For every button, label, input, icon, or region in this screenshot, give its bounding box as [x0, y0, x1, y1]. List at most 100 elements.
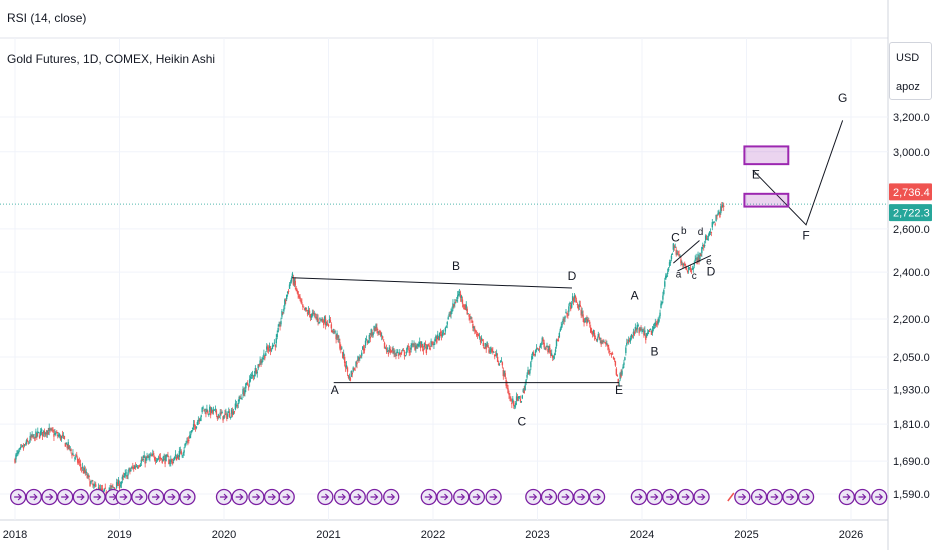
candle-body — [198, 420, 200, 422]
candle-body — [629, 338, 632, 341]
candle-body — [250, 375, 253, 377]
candle-body — [67, 442, 69, 446]
candle-body — [37, 431, 39, 434]
candle-body — [684, 263, 686, 266]
wave-label[interactable]: c — [692, 271, 697, 282]
wave-label[interactable]: C — [671, 231, 680, 245]
wave-label[interactable]: G — [838, 91, 847, 105]
candle-body — [341, 347, 343, 349]
candle-body — [483, 347, 485, 349]
event-marker-arrow-icon — [858, 493, 867, 501]
candle-body — [476, 334, 479, 336]
candle-body — [126, 475, 128, 479]
wave-label[interactable]: d — [698, 227, 704, 238]
wave-label[interactable]: e — [706, 256, 712, 267]
candle-body — [394, 353, 396, 355]
candle-body — [73, 454, 75, 457]
candle-body — [302, 304, 304, 308]
scale-mode-label[interactable]: apoz — [896, 81, 920, 93]
candle-body — [84, 470, 86, 474]
highlighted-event-marker-icon[interactable] — [727, 492, 735, 502]
candle-body — [678, 254, 680, 257]
candle-body — [402, 349, 405, 351]
candle-body — [61, 434, 64, 436]
candle-body — [664, 281, 666, 287]
candle-body — [388, 347, 390, 352]
candle-body — [481, 339, 484, 341]
candle-body — [440, 334, 443, 337]
candle-body — [478, 336, 481, 338]
candle-body — [397, 352, 399, 354]
candle-body — [181, 455, 183, 457]
candle-body — [434, 339, 436, 342]
wave-label[interactable]: C — [517, 415, 526, 429]
candle-body — [51, 428, 53, 430]
target-zone[interactable] — [743, 145, 790, 166]
candle-body — [169, 462, 171, 464]
candle-body — [334, 331, 336, 333]
wave-label[interactable]: D — [568, 269, 577, 283]
target-zone[interactable] — [743, 192, 790, 208]
candle-body — [468, 314, 470, 317]
wave-label[interactable]: E — [752, 167, 760, 181]
wave-label[interactable]: B — [452, 259, 460, 273]
candle-body — [330, 324, 333, 329]
candle-body — [267, 349, 270, 351]
candle-body — [621, 370, 623, 375]
candle-body — [707, 235, 710, 237]
candle-body — [301, 302, 303, 304]
currency-label[interactable]: USD — [896, 52, 920, 64]
x-tick-label: 2021 — [316, 529, 340, 541]
candle-body — [484, 342, 486, 348]
candle-body — [663, 289, 665, 295]
candle-body — [254, 368, 257, 373]
candle-body — [100, 488, 103, 490]
candle-body — [543, 342, 545, 348]
wave-label[interactable]: F — [802, 228, 809, 242]
candle-body — [415, 345, 417, 349]
rsi-indicator-label[interactable]: RSI (14, close) — [7, 11, 87, 25]
candle-body — [379, 330, 381, 332]
wave-label[interactable]: E — [615, 383, 623, 397]
y-tick-label: 1,810.0 — [893, 419, 930, 431]
candle-body — [171, 459, 173, 461]
candle-body — [659, 312, 661, 317]
candle-body — [46, 430, 48, 434]
wave-label[interactable]: B — [651, 345, 659, 359]
wave-label[interactable]: b — [681, 226, 687, 237]
candle-body — [273, 342, 276, 344]
candle-body — [370, 329, 372, 336]
candle-body — [685, 267, 687, 269]
candle-body — [38, 432, 40, 434]
candle-body — [403, 351, 406, 356]
candle-body — [258, 364, 260, 367]
candle-body — [540, 343, 542, 345]
wave-label[interactable]: a — [676, 270, 682, 281]
candle-body — [535, 348, 538, 351]
trend-line[interactable] — [291, 277, 573, 289]
wave-label[interactable]: A — [331, 383, 339, 397]
candle-body — [510, 398, 512, 401]
projection-path[interactable] — [752, 120, 844, 226]
wave-label[interactable]: D — [707, 264, 716, 278]
candle-body — [90, 481, 92, 484]
wave-label[interactable]: A — [631, 289, 639, 303]
triangle-line[interactable] — [673, 240, 700, 264]
candle-body — [137, 466, 140, 468]
triangle-line[interactable] — [677, 255, 712, 272]
candle-body — [410, 345, 412, 350]
candle-body — [711, 222, 713, 228]
candle-body — [371, 332, 373, 336]
candle-body — [511, 402, 513, 405]
candle-body — [145, 457, 147, 461]
candle-body — [138, 465, 141, 467]
candle-body — [446, 322, 448, 325]
candle-body — [482, 342, 485, 347]
candle-body — [245, 383, 247, 389]
candle-body — [636, 325, 638, 330]
candle-body — [495, 352, 498, 356]
candle-body — [709, 231, 712, 233]
candle-body — [52, 430, 54, 432]
